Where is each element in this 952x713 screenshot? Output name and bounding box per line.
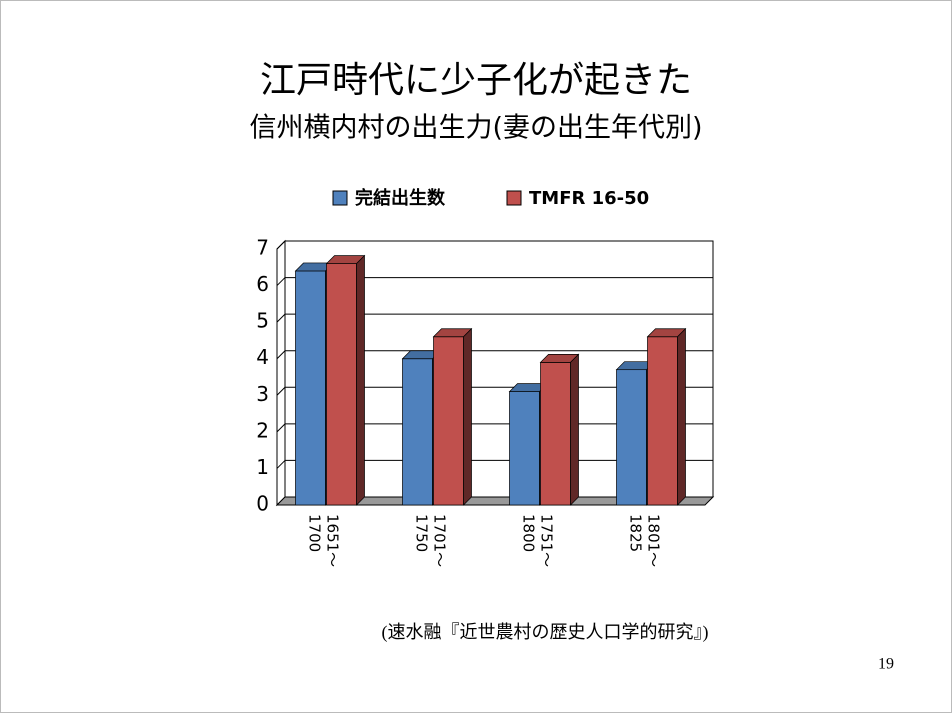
bar [432, 327, 473, 506]
x-tick-label: 1651～1700 [305, 514, 342, 568]
y-tick-label: 0 [256, 492, 269, 516]
y-tick-label: 6 [256, 272, 269, 296]
chart-title: 江戸時代に少子化が起きた [260, 60, 692, 101]
chart-subtitle: 信州横内村の出生力(妻の出生年代別) [249, 113, 702, 144]
grid-line-side [276, 240, 286, 250]
grid-line-side [276, 423, 286, 433]
grid-line-side [276, 277, 286, 286]
bar [539, 353, 580, 506]
legend-label: TMFR 16-50 [529, 188, 649, 209]
legend-label: 完結出生数 [355, 187, 446, 209]
x-tick-label: 1801～1825 [626, 514, 663, 568]
x-tick-label: 1701～1750 [412, 514, 449, 568]
bar [646, 327, 687, 506]
bar [325, 254, 366, 506]
page-number: 19 [878, 656, 894, 673]
source-note: (速水融『近世農村の歴史人口学的研究』) [382, 622, 709, 643]
y-tick-label: 1 [256, 455, 269, 479]
side-wall [276, 239, 286, 507]
x-tick-label: 1751～1800 [519, 514, 556, 568]
grid-line-side [276, 350, 286, 360]
grid-line-side [276, 386, 286, 396]
grid-line-side [276, 313, 286, 323]
y-tick-label: 3 [256, 382, 269, 406]
y-tick-label: 7 [256, 236, 269, 260]
legend-swatch [506, 190, 522, 206]
y-tick-label: 5 [256, 309, 269, 333]
y-tick-label: 4 [256, 345, 269, 369]
y-tick-label: 2 [256, 418, 269, 442]
grid-line-side [276, 460, 286, 469]
legend-swatch [332, 190, 348, 206]
